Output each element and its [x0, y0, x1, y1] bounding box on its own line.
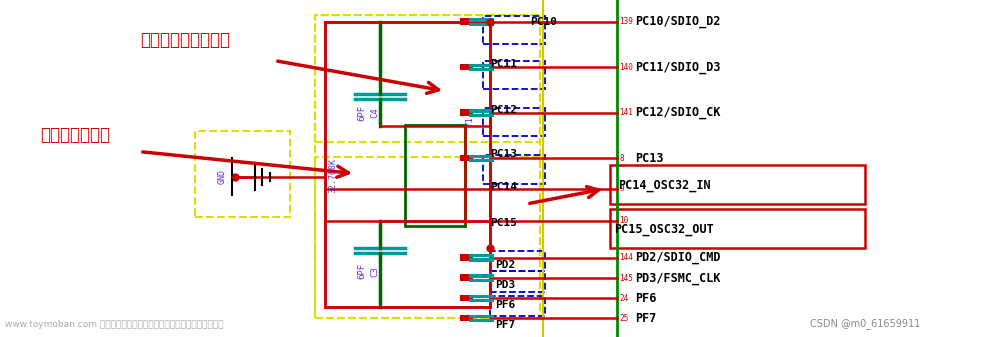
Bar: [490, 271, 545, 292]
Text: 6PF: 6PF: [358, 263, 366, 279]
Bar: [405, 125, 465, 226]
Text: GND: GND: [218, 170, 226, 184]
Text: 32.768K: 32.768K: [328, 158, 338, 193]
Text: PF6: PF6: [635, 292, 656, 305]
Text: 操作时钟的晶振: 操作时钟的晶振: [40, 126, 110, 144]
Text: C3: C3: [370, 266, 380, 277]
Bar: [315, 157, 540, 318]
Text: PC12: PC12: [490, 104, 517, 115]
Text: 6PF: 6PF: [358, 105, 366, 121]
Text: 8: 8: [619, 154, 624, 163]
Text: 141: 141: [619, 109, 633, 117]
Text: 144: 144: [619, 253, 633, 262]
Text: 145: 145: [619, 274, 633, 282]
Bar: [460, 18, 473, 25]
Bar: [325, 22, 490, 307]
Bar: [460, 64, 473, 70]
Bar: [483, 61, 545, 89]
Bar: [315, 15, 540, 318]
Text: PD3: PD3: [495, 280, 515, 290]
Text: Y1: Y1: [466, 116, 475, 127]
Text: www.toymoban.com 网络图片仅供展示，非存储，如有侵权请联系删除。: www.toymoban.com 网络图片仅供展示，非存储，如有侵权请联系删除。: [5, 319, 224, 329]
Bar: [483, 16, 545, 44]
Text: PC11: PC11: [490, 59, 517, 69]
Text: 139: 139: [619, 18, 633, 26]
Text: PD2: PD2: [495, 259, 515, 270]
Text: PD3/FSMC_CLK: PD3/FSMC_CLK: [635, 272, 720, 284]
Bar: [195, 131, 290, 217]
Text: PC11/SDIO_D3: PC11/SDIO_D3: [635, 61, 720, 74]
Bar: [490, 296, 545, 316]
Text: PF7: PF7: [495, 320, 515, 330]
Text: PC12/SDIO_CK: PC12/SDIO_CK: [635, 106, 720, 119]
Text: PC14: PC14: [490, 182, 517, 192]
Text: PC10/SDIO_D2: PC10/SDIO_D2: [635, 16, 720, 28]
Text: CSDN @m0_61659911: CSDN @m0_61659911: [810, 318, 920, 329]
Bar: [460, 254, 473, 261]
Bar: [460, 295, 473, 301]
Bar: [460, 155, 473, 161]
Text: PF6: PF6: [495, 300, 515, 310]
Text: 9: 9: [619, 184, 624, 193]
Text: PC15: PC15: [490, 218, 517, 228]
Bar: [460, 274, 473, 281]
Text: C4: C4: [370, 108, 380, 118]
Text: PD2/SDIO_CMD: PD2/SDIO_CMD: [635, 251, 720, 264]
Bar: [490, 251, 545, 271]
Text: PC15_OSC32_OUT: PC15_OSC32_OUT: [614, 223, 714, 236]
Text: PF7: PF7: [635, 312, 656, 325]
Bar: [483, 155, 545, 184]
Bar: [483, 108, 545, 136]
Bar: [460, 109, 473, 116]
Text: 连接外部的低速时钟: 连接外部的低速时钟: [140, 31, 230, 50]
Text: 24: 24: [619, 294, 628, 303]
Bar: [610, 209, 865, 248]
Bar: [460, 315, 473, 321]
Text: PC14_OSC32_IN: PC14_OSC32_IN: [618, 179, 711, 192]
Bar: [610, 165, 865, 204]
Text: 140: 140: [619, 63, 633, 72]
Text: PC13: PC13: [635, 152, 664, 165]
Bar: [315, 15, 540, 142]
Text: PC13: PC13: [490, 149, 517, 159]
Text: PC10: PC10: [530, 17, 557, 27]
Text: 25: 25: [619, 314, 628, 323]
Text: 10: 10: [619, 216, 628, 225]
